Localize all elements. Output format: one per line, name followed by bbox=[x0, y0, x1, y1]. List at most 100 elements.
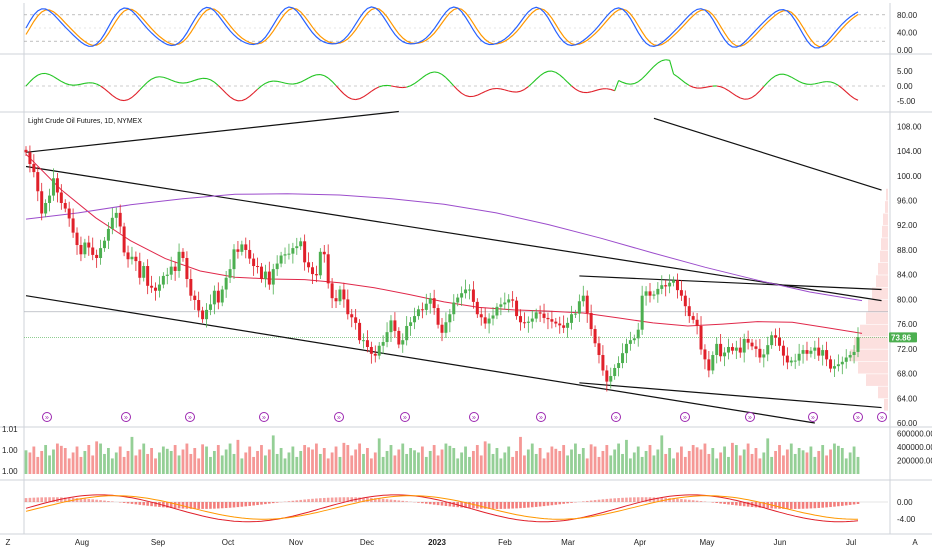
momentum-segment bbox=[704, 86, 709, 89]
volume-bar bbox=[731, 442, 734, 474]
momentum-segment bbox=[500, 88, 505, 91]
volume-bar bbox=[397, 449, 401, 474]
volume-bar bbox=[366, 448, 369, 474]
macd-histogram-bar bbox=[837, 502, 840, 507]
candle-body bbox=[201, 310, 205, 320]
momentum-segment bbox=[457, 89, 462, 94]
volume-bar bbox=[369, 458, 373, 474]
momentum-segment bbox=[543, 70, 549, 74]
momentum-segment bbox=[198, 77, 203, 80]
volume-bar bbox=[334, 446, 338, 474]
momentum-segment bbox=[245, 95, 251, 100]
macd-histogram-bar bbox=[778, 502, 781, 509]
volume-profile-bar bbox=[878, 262, 888, 275]
momentum-segment bbox=[488, 88, 494, 91]
volume-panel: 600000.00 400000.00 200000.00 1.01 1.00 1.00 bbox=[2, 425, 932, 476]
momentum-segment bbox=[598, 88, 604, 91]
momentum-segment bbox=[249, 92, 254, 97]
momentum-segment bbox=[335, 85, 341, 91]
volume-bar bbox=[52, 449, 55, 474]
momentum-segment bbox=[516, 90, 521, 93]
momentum-segment bbox=[151, 76, 156, 80]
macd-histogram-bar bbox=[32, 497, 36, 502]
volume-bar bbox=[393, 455, 397, 474]
momentum-segment bbox=[327, 77, 333, 82]
momentum-segment bbox=[685, 82, 690, 86]
volume-bar bbox=[67, 458, 71, 474]
macd-histogram-bar bbox=[738, 502, 742, 506]
volume-bar bbox=[727, 456, 730, 474]
candle-body bbox=[844, 357, 848, 362]
volume-bar bbox=[338, 456, 342, 474]
volume-bar bbox=[515, 450, 518, 474]
momentum-segment bbox=[716, 85, 721, 88]
momentum-segment bbox=[214, 81, 219, 86]
volume-bar bbox=[303, 445, 307, 474]
volume-profile-bar bbox=[885, 201, 888, 213]
momentum-segment bbox=[174, 81, 180, 84]
candle-body bbox=[55, 178, 59, 193]
volume-bar bbox=[36, 456, 40, 474]
volume-bar bbox=[825, 455, 829, 474]
macd-histogram-bar bbox=[727, 502, 730, 505]
candle-body bbox=[51, 178, 55, 196]
momentum-segment bbox=[634, 81, 639, 85]
momentum-segment bbox=[539, 72, 545, 77]
macd-histogram-bar bbox=[605, 498, 609, 502]
momentum-segment bbox=[798, 80, 804, 84]
volume-bar bbox=[742, 449, 746, 474]
momentum-segment bbox=[410, 83, 415, 87]
candle-body bbox=[460, 293, 464, 298]
momentum-segment bbox=[794, 78, 800, 82]
candle-body bbox=[330, 283, 334, 299]
momentum-segment bbox=[841, 88, 847, 93]
volume-bar bbox=[440, 449, 444, 474]
volume-bar bbox=[346, 445, 350, 474]
momentum-segment bbox=[618, 80, 623, 83]
momentum-segment bbox=[728, 90, 733, 94]
momentum-segment bbox=[614, 80, 620, 91]
candle-body bbox=[703, 349, 707, 360]
volume-bar bbox=[307, 447, 310, 474]
volume-bar bbox=[279, 448, 283, 474]
volume-tick-label: 400000.00 bbox=[897, 443, 932, 452]
macd-histogram-bar bbox=[460, 502, 463, 508]
event-marker-glyph: » bbox=[337, 415, 341, 422]
candle-body bbox=[197, 300, 201, 311]
volume-bar bbox=[750, 453, 754, 474]
candle-body bbox=[687, 306, 691, 317]
volume-bar bbox=[601, 450, 605, 474]
volume-bar bbox=[833, 443, 836, 474]
momentum-segment bbox=[57, 78, 62, 82]
momentum-segment bbox=[473, 94, 478, 97]
macd-histogram-bar bbox=[483, 502, 487, 509]
trendline bbox=[653, 117, 882, 191]
candle-body bbox=[59, 192, 63, 203]
momentum-segment bbox=[645, 70, 651, 76]
volume-bar bbox=[589, 444, 593, 474]
momentum-segment bbox=[830, 81, 835, 84]
candle-body bbox=[456, 297, 460, 303]
candle-body bbox=[479, 314, 483, 318]
momentum-segment bbox=[834, 82, 839, 86]
candle-body bbox=[613, 367, 617, 377]
candle-body bbox=[102, 240, 106, 249]
volume-profile-bar bbox=[850, 349, 888, 362]
candle-body bbox=[577, 301, 581, 314]
volume-bar bbox=[487, 443, 491, 474]
momentum-segment bbox=[37, 73, 42, 76]
macd-histogram-bar bbox=[275, 502, 279, 503]
candle-body bbox=[114, 212, 118, 218]
macd-histogram-bar bbox=[793, 502, 797, 509]
event-marker-icon bbox=[808, 412, 818, 422]
volume-bar bbox=[452, 448, 456, 474]
candle-body bbox=[738, 347, 742, 353]
volume-bar bbox=[354, 449, 358, 474]
candle-body bbox=[785, 355, 789, 363]
volume-bar bbox=[495, 448, 499, 474]
volume-bar bbox=[707, 453, 711, 474]
volume-bar bbox=[519, 436, 522, 474]
price-tick-label: 100.00 bbox=[897, 172, 922, 181]
candle-body bbox=[122, 226, 126, 253]
